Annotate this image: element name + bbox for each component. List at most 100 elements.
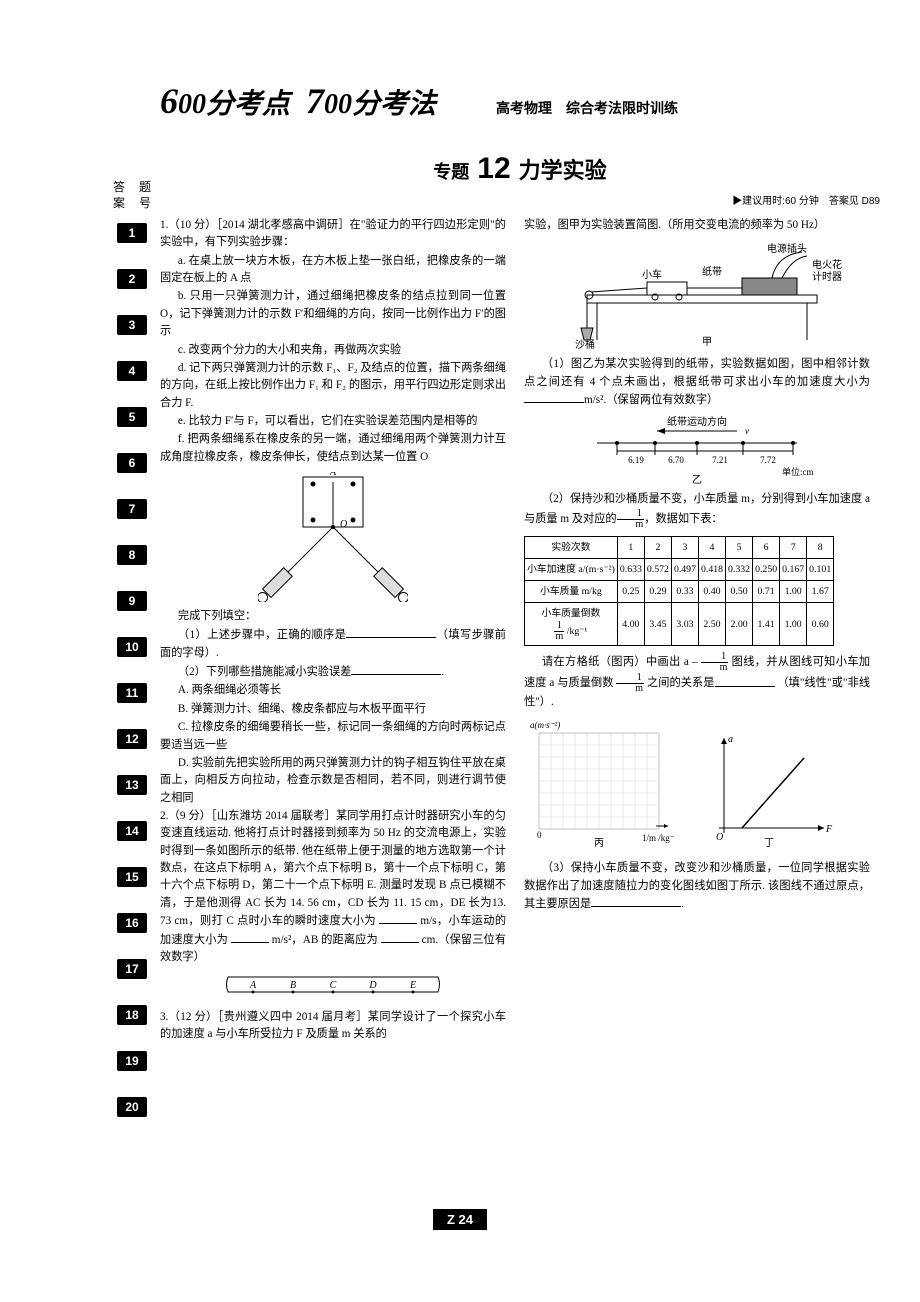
th: 3 xyxy=(671,536,698,558)
page-footer: Z 24 xyxy=(0,1209,920,1230)
q1-blank2-text: （2）下列哪些措施能减小实验误差 xyxy=(178,666,351,678)
blank xyxy=(715,675,775,687)
svg-text:1/m /kg⁻¹: 1/m /kg⁻¹ xyxy=(642,833,674,843)
q2-stem: 2.（9 分）［山东潍坊 2014 届联考］某同学用打点计时器研究小车的匀变速直… xyxy=(160,808,506,966)
content: 600分考点 700分考法 高考物理 综合考法限时训练 专题 12 力学实验 ▶… xyxy=(160,80,880,1044)
td: 0.633 xyxy=(617,558,644,580)
svg-text:D: D xyxy=(368,980,377,991)
q3-intro: 实验，图甲为实验装置简图.（所用交变电流的频率为 50 Hz） xyxy=(524,217,870,234)
svg-text:O: O xyxy=(340,519,347,530)
td: 0.50 xyxy=(726,581,753,603)
th: 8 xyxy=(807,536,834,558)
td-label: 小车质量 m/kg xyxy=(525,581,618,603)
td: 0.40 xyxy=(698,581,725,603)
side-num: 5 xyxy=(117,407,147,427)
td-label: 小车加速度 a/(m·s⁻²) xyxy=(525,558,618,580)
td: 0.29 xyxy=(644,581,671,603)
svg-text:v: v xyxy=(745,426,749,436)
two-columns: 1.（10 分）［2014 湖北孝感高中调研］在"验证力的平行四边形定则"的实验… xyxy=(160,217,880,1044)
topic-title: 专题 12 力学实验 xyxy=(160,152,880,186)
side-num: 13 xyxy=(117,775,147,795)
td: 1.67 xyxy=(807,581,834,603)
q1-blank2: （2）下列哪些措施能减小实验误差. xyxy=(160,663,506,681)
td: 0.167 xyxy=(780,558,807,580)
sidebar-header: 答案 题号 xyxy=(110,180,154,211)
topic-label: 专题 xyxy=(433,162,469,182)
td: 0.101 xyxy=(807,558,834,580)
side-num: 3 xyxy=(117,315,147,335)
q2-tape-figure: ABCDE xyxy=(160,972,506,1006)
side-num: 1 xyxy=(117,223,147,243)
side-num: 11 xyxy=(117,683,147,703)
fig-bing: a(m·s⁻²) 0 xyxy=(524,718,674,854)
svg-text:a(m·s⁻²): a(m·s⁻²) xyxy=(530,720,560,730)
table-row: 小车加速度 a/(m·s⁻²) 0.633 0.572 0.497 0.418 … xyxy=(525,558,834,580)
th: 6 xyxy=(753,536,780,558)
header: 600分考点 700分考法 高考物理 综合考法限时训练 xyxy=(160,80,880,122)
side-num: 4 xyxy=(117,361,147,381)
blank xyxy=(379,912,417,924)
q1-blank1: （1）上述步骤中，正确的顺序是（填写步骤前面的字母）. xyxy=(160,626,506,662)
td: 1.00 xyxy=(780,581,807,603)
answer-sidebar: 答案 题号 1 2 3 4 5 6 7 8 9 10 11 12 13 14 1… xyxy=(110,180,154,1143)
topic-number: 12 xyxy=(477,152,510,185)
q3-p3-text: （3）保持小车质量不变，改变沙和沙桶质量，一位同学根据实验数据作出了加速度随拉力… xyxy=(524,862,870,910)
q1-step-c: c. 改变两个分力的大小和夹角，再做两次实验 xyxy=(160,342,506,359)
side-num: 20 xyxy=(117,1097,147,1117)
topic-name: 力学实验 xyxy=(519,158,607,183)
td: 4.00 xyxy=(617,603,644,646)
td: 0.250 xyxy=(753,558,780,580)
side-num: 12 xyxy=(117,729,147,749)
meta-info: ▶建议用时:60 分钟 答案见 D89 xyxy=(160,192,880,207)
svg-text:6.19: 6.19 xyxy=(628,455,644,465)
q2-stem-text: 2.（9 分）［山东潍坊 2014 届联考］某同学用打点计时器研究小车的匀变速直… xyxy=(160,810,506,927)
brand: 600分考点 700分考法 xyxy=(160,80,436,122)
blank xyxy=(231,931,269,943)
side-num: 6 xyxy=(117,453,147,473)
th: 4 xyxy=(698,536,725,558)
brand-right: 700分考法 xyxy=(306,89,436,120)
svg-text:C: C xyxy=(330,980,337,991)
svg-text:7.21: 7.21 xyxy=(712,455,728,465)
th: 2 xyxy=(644,536,671,558)
svg-text:O: O xyxy=(716,832,723,843)
page-root: 答案 题号 1 2 3 4 5 6 7 8 9 10 11 12 13 14 1… xyxy=(0,0,920,1302)
td: 3.45 xyxy=(644,603,671,646)
sidebar-head-left: 答案 xyxy=(110,180,128,211)
svg-text:丙: 丙 xyxy=(594,838,604,848)
inv-pre: 小车质量倒数 xyxy=(542,608,601,619)
header-subtitle: 高考物理 综合考法限时训练 xyxy=(496,98,678,118)
td: 0.33 xyxy=(671,581,698,603)
q1-optB: B. 弹簧测力计、细绳、橡皮条都应与木板平面平行 xyxy=(160,701,506,718)
svg-text:A: A xyxy=(329,472,337,478)
q3-apparatus-figure: 纸带 电源插头 电火花计时器 小车 沙桶 甲 xyxy=(524,240,870,350)
q1-blank1-text: （1）上述步骤中，正确的顺序是 xyxy=(178,629,346,641)
q1-optD: D. 实验前先把实验所用的两只弹簧测力计的钩子相互钩住平放在桌面上，向相反方向拉… xyxy=(160,755,506,807)
td: 0.497 xyxy=(671,558,698,580)
blank xyxy=(524,391,584,403)
td: 3.03 xyxy=(671,603,698,646)
q3-p3: （3）保持小车质量不变，改变沙和沙桶质量，一位同学根据实验数据作出了加速度随拉力… xyxy=(524,860,870,913)
td: 0.71 xyxy=(753,581,780,603)
td: 0.25 xyxy=(617,581,644,603)
side-num: 19 xyxy=(117,1051,147,1071)
blank xyxy=(351,663,441,675)
q1-step-a: a. 在桌上放一块方木板，在方木板上垫一张白纸，把橡皮条的一端固定在板上的 A … xyxy=(160,253,506,288)
svg-text:单位:cm: 单位:cm xyxy=(782,466,814,477)
q3-stem: 3.（12 分）［贵州遵义四中 2014 届月考］某同学设计了一个探究小车的加速… xyxy=(160,1009,506,1044)
svg-text:甲: 甲 xyxy=(702,337,712,348)
svg-text:小车: 小车 xyxy=(642,268,662,281)
side-num: 9 xyxy=(117,591,147,611)
svg-text:纸带: 纸带 xyxy=(702,265,722,278)
table-row: 实验次数 1 2 3 4 5 6 7 8 xyxy=(525,536,834,558)
svg-text:E: E xyxy=(409,980,416,991)
q3-tape-figure: 纸带运动方向 v xyxy=(524,415,870,485)
q3-graphs: a(m·s⁻²) 0 xyxy=(524,718,870,854)
td: 0.418 xyxy=(698,558,725,580)
th: 1 xyxy=(617,536,644,558)
td: 0.60 xyxy=(807,603,834,646)
q1-step-e: e. 比较力 F′与 F，可以看出，它们在实验误差范围内是相等的 xyxy=(160,413,506,430)
th: 5 xyxy=(726,536,753,558)
svg-text:电火花: 电火花 xyxy=(812,258,842,271)
td: 1.00 xyxy=(780,603,807,646)
